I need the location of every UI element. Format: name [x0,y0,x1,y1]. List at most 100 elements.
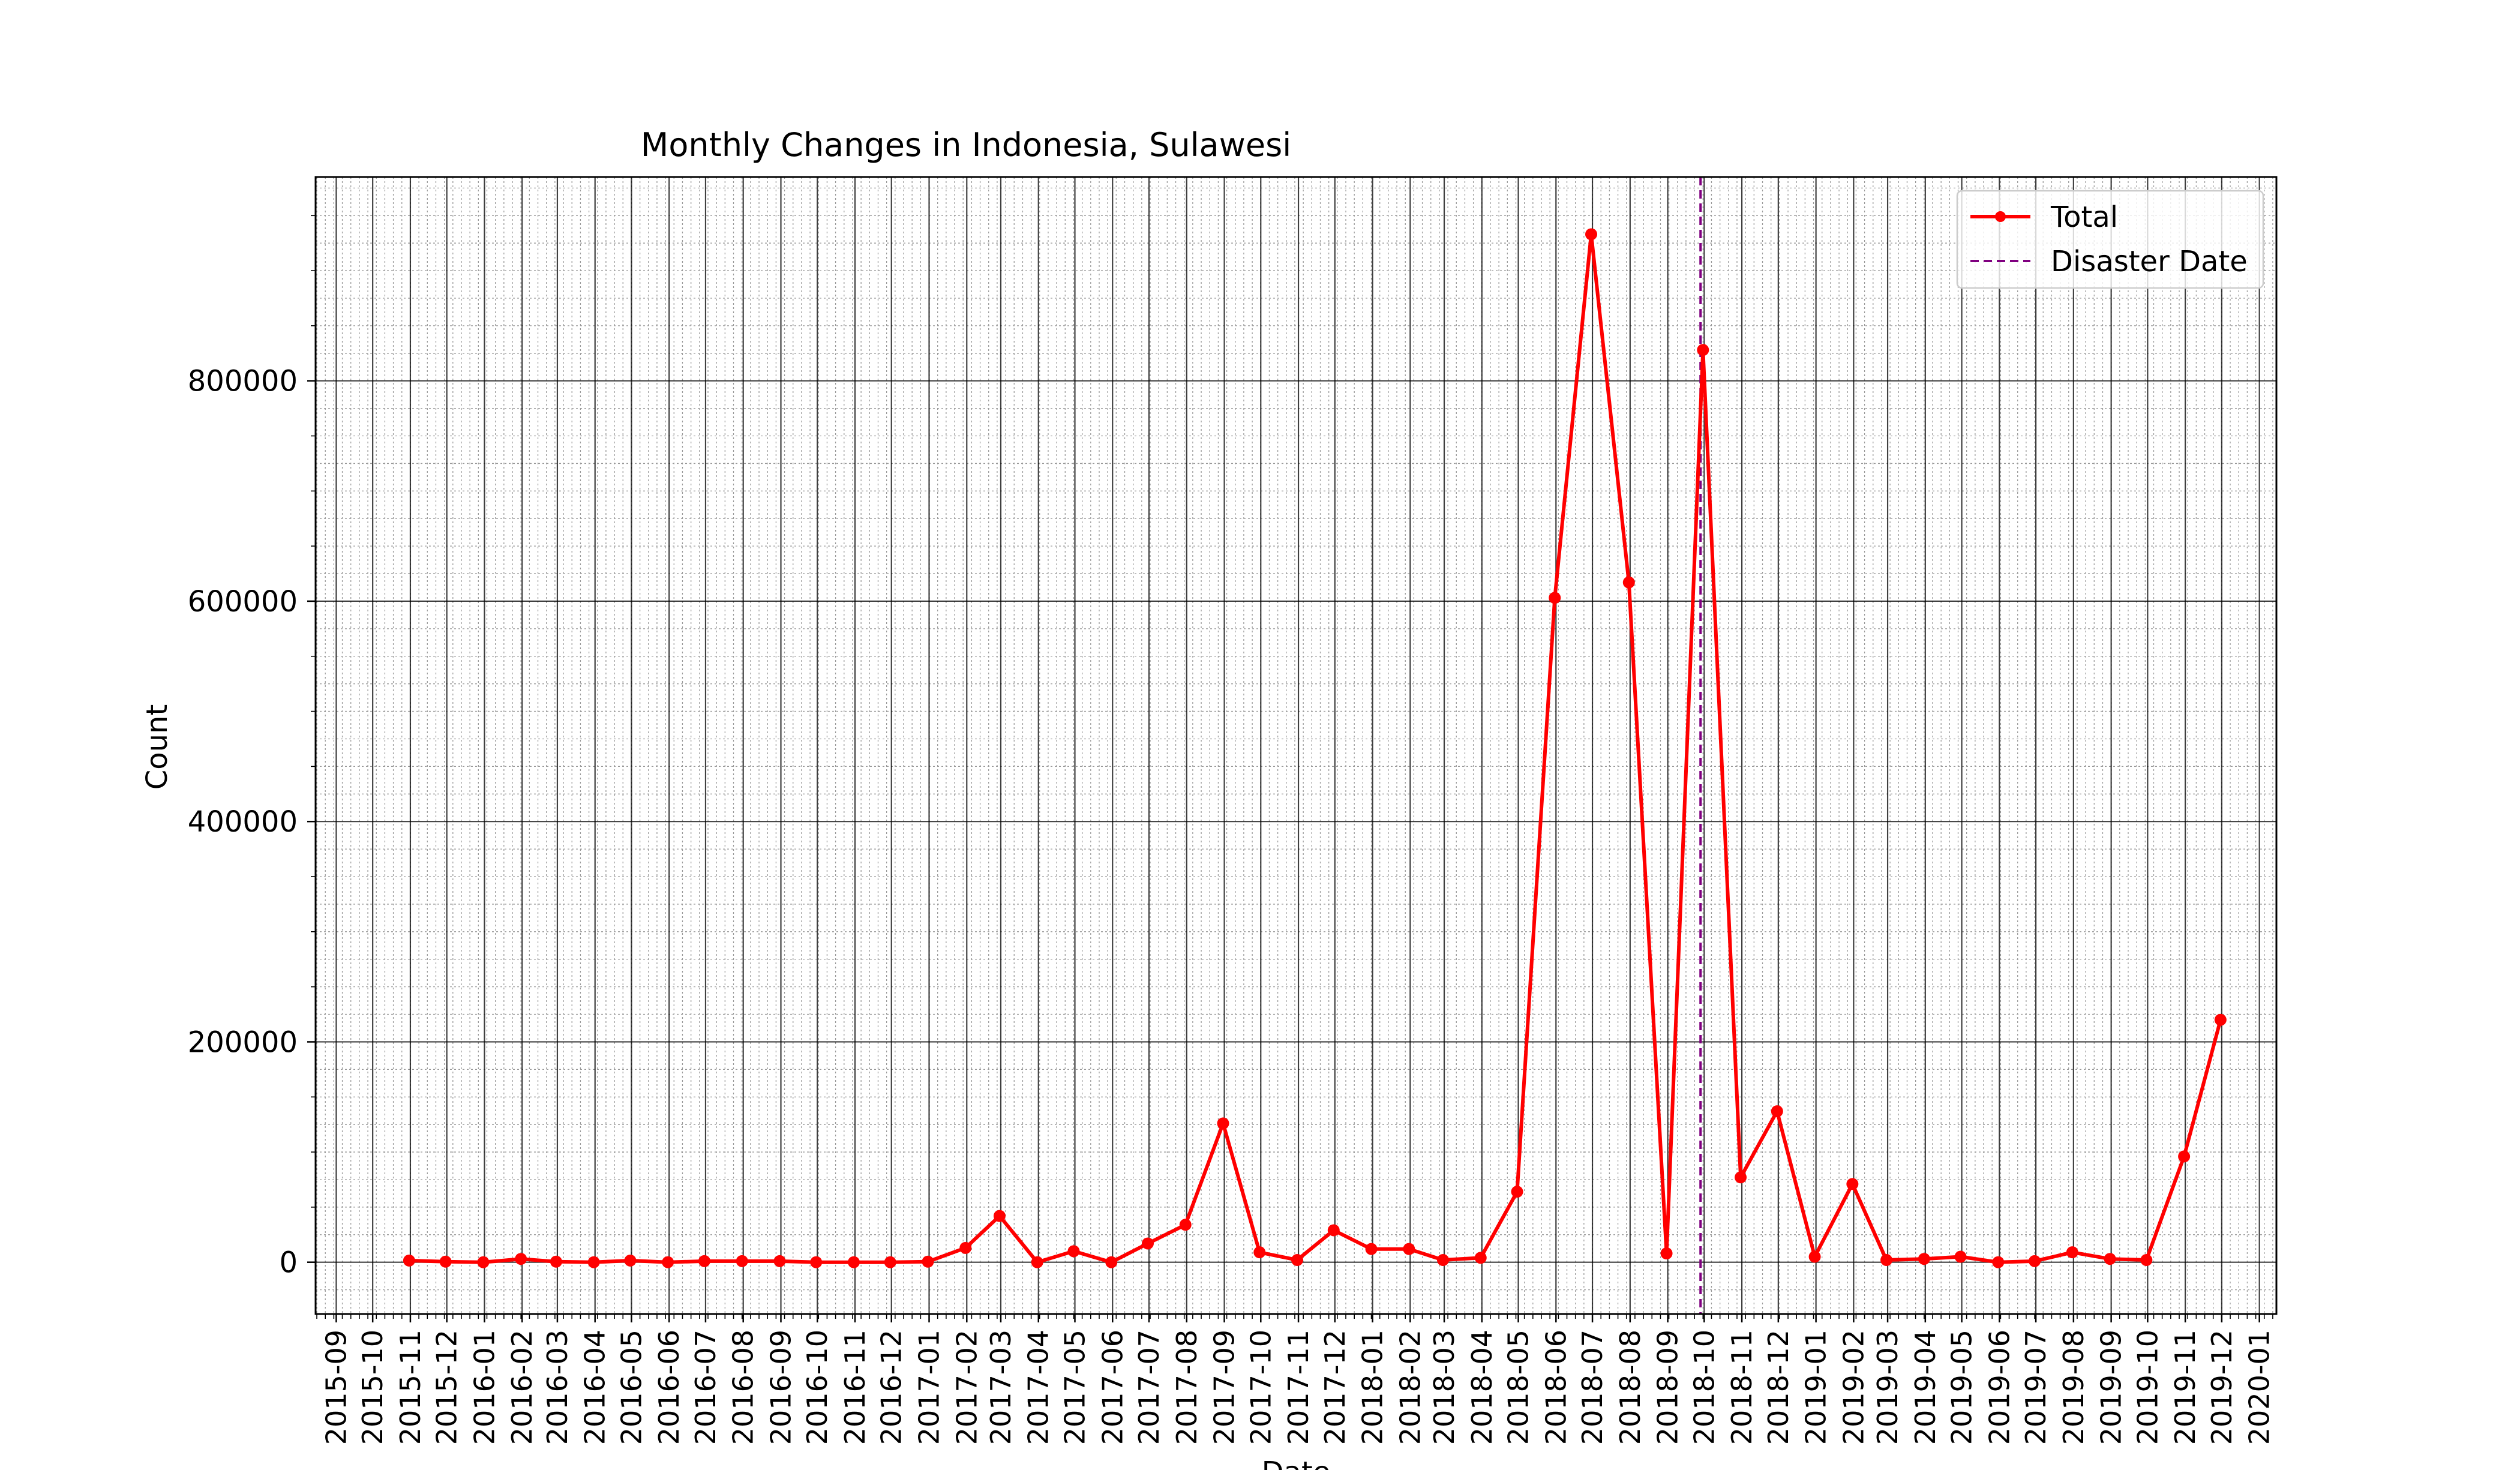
x-tick-label: 2017-02 [950,1330,983,1445]
data-point [959,1241,972,1254]
data-point [2214,1013,2227,1026]
legend-box [1956,190,2264,289]
x-tick-label: 2016-05 [615,1330,647,1445]
data-point [773,1255,786,1267]
data-point [1846,1178,1859,1190]
x-tick-label: 2019-12 [2206,1330,2238,1445]
x-tick-label: 2016-10 [801,1330,833,1445]
x-tick-label: 2018-04 [1466,1330,1498,1445]
x-tick-label: 2016-07 [689,1330,722,1445]
y-tick-label: 200000 [188,1025,298,1059]
data-point [1954,1250,1967,1263]
x-tick-label: 2018-12 [1762,1330,1795,1445]
series-line-total [409,232,2222,1264]
x-tick-label: 2020-01 [2243,1330,2276,1445]
x-tick-label: 2017-07 [1133,1330,1165,1445]
legend-total-marker [1995,211,2006,222]
x-tick-label: 2017-05 [1058,1330,1091,1445]
x-tick-label: 2018-02 [1394,1330,1426,1445]
data-point [993,1210,1006,1222]
data-point [1660,1247,1673,1260]
series-layer [403,228,2227,1268]
y-tick-label: 800000 [188,365,298,398]
x-tick-label: 2018-03 [1428,1330,1460,1445]
data-point [1808,1250,1821,1263]
x-tick-label: 2019-06 [1983,1330,2015,1445]
x-tick-label: 2015-10 [356,1330,389,1445]
data-point [1918,1253,1930,1265]
x-tick-label: 2016-12 [875,1330,908,1445]
x-tick-label: 2017-04 [1022,1330,1055,1445]
y-tick-label: 400000 [188,805,298,839]
minor-gridlines [316,177,2276,1314]
x-tick-label: 2017-03 [985,1330,1017,1445]
data-point [1771,1105,1783,1118]
x-tick-label: 2017-08 [1171,1330,1203,1445]
x-tick-label: 2017-12 [1319,1330,1351,1445]
x-tick-label: 2015-12 [431,1330,463,1445]
data-point [587,1256,600,1268]
data-point [439,1255,452,1268]
x-tick-label: 2019-11 [2169,1330,2201,1445]
data-point [1217,1117,1229,1130]
x-tick-label: 2019-09 [2095,1330,2128,1445]
x-tick-label: 2018-01 [1357,1330,1389,1445]
y-tick-label: 0 [279,1246,298,1280]
data-point [477,1256,490,1268]
data-point [1735,1171,1747,1184]
major-gridlines [316,177,2276,1314]
x-tick-label: 2019-10 [2131,1330,2164,1445]
x-tick-label: 2017-10 [1244,1330,1277,1445]
data-point [1291,1254,1304,1267]
data-point [884,1256,896,1268]
data-point [810,1256,823,1268]
data-point [662,1256,674,1268]
data-point [736,1255,748,1267]
x-tick-label: 2019-04 [1909,1330,1942,1445]
axis-ticks: 2015-09 2015-10 2015-11 2015-12 2016-01 2016-… [188,215,2276,1445]
x-tick-label: 2019-01 [1800,1330,1832,1445]
x-tick-label: 2016-08 [727,1330,760,1445]
data-point [403,1254,415,1267]
x-tick-label: 2016-11 [839,1330,871,1445]
data-point [515,1253,527,1265]
x-tick-label: 2016-06 [653,1330,685,1445]
data-point [1141,1237,1154,1250]
x-tick-label: 2018-06 [1540,1330,1572,1445]
x-tick-label: 2018-10 [1688,1330,1720,1445]
data-point [1365,1243,1378,1255]
x-tick-label: 2018-08 [1614,1330,1646,1445]
x-tick-label: 2019-03 [1871,1330,1904,1445]
data-point [2104,1253,2116,1265]
data-point [1067,1245,1080,1258]
x-tick-label: 2015-11 [394,1330,427,1445]
data-point [847,1256,860,1268]
data-point [1511,1186,1523,1198]
chart-title: Monthly Changes in Indonesia, Sulawesi [641,126,1291,164]
x-tick-label: 2019-05 [1946,1330,1978,1445]
x-tick-label: 2019-08 [2057,1330,2090,1445]
data-point [2140,1254,2153,1267]
x-tick-label: 2017-11 [1282,1330,1315,1445]
x-tick-label: 2018-09 [1652,1330,1684,1445]
data-point [1992,1256,2005,1268]
data-point [1697,344,1709,356]
x-tick-label: 2016-03 [541,1330,574,1445]
data-point [1403,1243,1415,1255]
data-point [698,1255,710,1267]
x-tick-label: 2017-01 [913,1330,946,1445]
data-point [550,1255,562,1268]
x-tick-label: 2016-01 [468,1330,500,1445]
x-tick-label: 2019-07 [2020,1330,2052,1445]
x-tick-label: 2017-06 [1096,1330,1129,1445]
x-tick-label: 2016-04 [579,1330,611,1445]
legend-total-label: Total [2050,200,2118,234]
legend-disaster-label: Disaster Date [2051,245,2248,278]
data-point [1880,1254,1893,1267]
data-point [2029,1255,2041,1267]
plot-frame [314,176,2278,1315]
x-tick-label: 2015-09 [320,1330,352,1445]
data-point [1622,576,1635,589]
data-point [1436,1254,1449,1267]
